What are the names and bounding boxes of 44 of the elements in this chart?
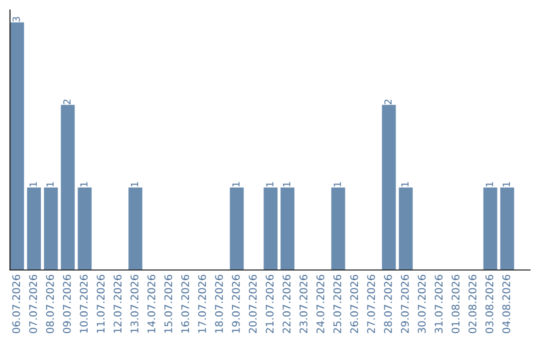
x-tick-label: 31.07.2026 (434, 274, 443, 334)
x-tick-label: 17.07.2026 (198, 274, 206, 333)
x-tick-label: 29.07.2026 (400, 274, 409, 334)
data-label: 1 (334, 182, 341, 186)
x-tick-label: 21.07.2026 (266, 274, 274, 334)
x-tick-label: 23.07.2026 (300, 274, 308, 334)
x-tick-label: 18.07.2026 (215, 274, 223, 333)
x-tick-label: 15.07.2026 (164, 274, 172, 333)
data-label: 1 (401, 182, 408, 186)
data-label: 1 (266, 182, 274, 186)
x-tick-label: 03.08.2026 (485, 274, 494, 334)
x-tick-label: 13.07.2026 (130, 274, 138, 333)
x-tick-label: 19.07.2026 (232, 274, 240, 333)
x-tick-label: 09.07.2026 (62, 274, 71, 334)
x-tick-label: 01.08.2026 (452, 274, 460, 334)
x-tick-label: 14.07.2026 (147, 274, 156, 333)
x-tick-label: 25.07.2026 (333, 274, 342, 334)
x-tick-label: 06.07.2026 (12, 274, 20, 334)
x-tick-label: 22.07.2026 (282, 274, 291, 334)
x-tick-label: 07.07.2026 (29, 274, 38, 334)
x-tick-label: 26.07.2026 (350, 274, 358, 334)
data-label: 1 (486, 182, 493, 186)
data-label: 1 (46, 182, 54, 186)
x-tick-label: 10.07.2026 (80, 274, 88, 333)
x-tick-label: 16.07.2026 (181, 274, 190, 333)
x-tick-label: 08.07.2026 (46, 274, 54, 334)
x-tick-label: 11.07.2026 (96, 274, 105, 333)
data-label: 2 (384, 100, 392, 104)
data-label: 1 (232, 182, 240, 186)
data-label: 2 (63, 100, 70, 104)
data-label: 1 (80, 182, 88, 186)
x-tick-label: 02.08.2026 (468, 274, 476, 334)
x-tick-label: 04.08.2026 (502, 274, 510, 334)
x-tick-label: 24.07.2026 (316, 274, 324, 334)
x-tick-label: 30.07.2026 (418, 274, 426, 334)
data-label: 1 (502, 182, 510, 186)
x-tick-label: 27.07.2026 (367, 274, 376, 334)
x-tick-label: 28.07.2026 (384, 274, 392, 334)
data-label: 1 (283, 182, 290, 186)
data-label: 1 (130, 182, 138, 186)
data-label: 1 (30, 182, 37, 186)
data-label: 3 (12, 16, 20, 22)
x-tick-label: 20.07.2026 (248, 274, 257, 334)
x-tick-label: 12.07.2026 (114, 274, 122, 333)
